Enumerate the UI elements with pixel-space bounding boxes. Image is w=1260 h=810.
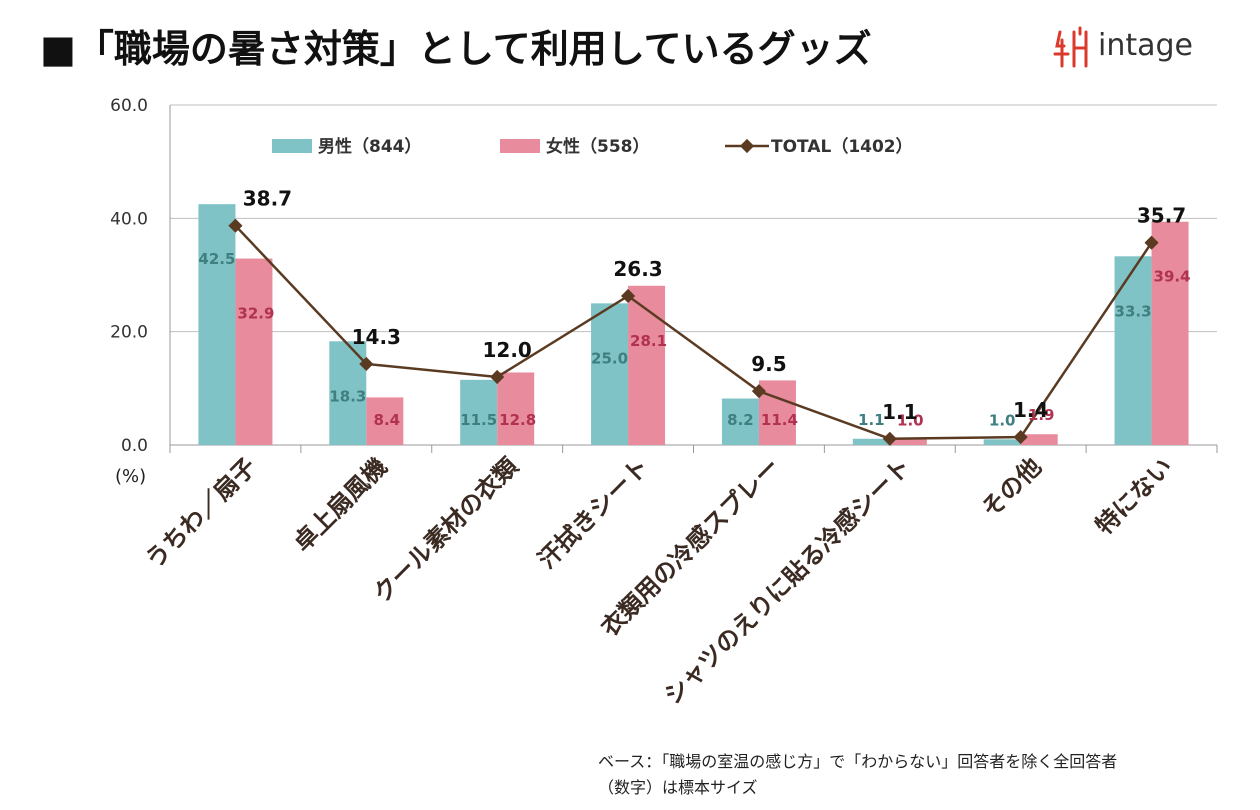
bar-female xyxy=(628,285,666,445)
category-label: うちわ／扇子 xyxy=(140,452,262,574)
label-female: 12.8 xyxy=(499,411,536,429)
label-female: 1.0 xyxy=(897,411,924,429)
category-label: その他 xyxy=(976,452,1047,523)
sample-note: （数字）は標本サイズ xyxy=(598,778,758,797)
total-point xyxy=(1144,235,1159,250)
intage-mark-icon xyxy=(1053,26,1088,68)
bar-male xyxy=(1114,256,1152,445)
y-tick-label: 40.0 xyxy=(110,209,148,229)
category-label: シャツのえりに貼る冷感シート xyxy=(659,452,916,709)
label-female: 32.9 xyxy=(237,305,274,323)
total-point xyxy=(1013,429,1028,445)
y-tick-label: 60.0 xyxy=(110,96,148,116)
total-point xyxy=(882,431,897,446)
label-total: 35.7 xyxy=(1137,204,1186,228)
legend-label: 男性（844） xyxy=(318,136,422,157)
category-label: 卓上扇風機 xyxy=(288,452,393,557)
label-female: 11.4 xyxy=(761,411,798,429)
total-point xyxy=(751,384,767,399)
total-line xyxy=(234,224,1153,441)
label-male: 1.1 xyxy=(858,411,885,429)
label-female: 1.9 xyxy=(1028,406,1055,424)
unit-label: (%) xyxy=(115,466,147,487)
bar-female xyxy=(1151,221,1189,445)
category-label: 特にない xyxy=(1090,452,1178,540)
label-total: 14.3 xyxy=(352,325,401,349)
total-point xyxy=(228,218,243,233)
total-point xyxy=(620,288,636,304)
label-female: 8.4 xyxy=(374,411,401,429)
bar-male xyxy=(721,398,759,445)
total-point xyxy=(490,369,505,385)
bar-female xyxy=(1020,434,1058,445)
bar-female xyxy=(366,397,404,445)
intage-logo: intage xyxy=(1050,24,1220,74)
label-female: 39.4 xyxy=(1154,268,1191,286)
page-title: ■「職場の暑さ対策」として利用しているグッズ xyxy=(40,27,872,71)
legend-swatch xyxy=(272,139,312,153)
bar-male xyxy=(983,439,1021,445)
category-label: クール素材の衣類 xyxy=(368,452,524,608)
label-male: 33.3 xyxy=(1115,302,1152,320)
label-total: 38.7 xyxy=(243,187,292,211)
category-label: 汗拭きシート xyxy=(533,452,655,574)
label-male: 11.5 xyxy=(460,411,497,429)
label-male: 25.0 xyxy=(591,349,628,367)
logo-text: intage xyxy=(1098,28,1193,63)
bar-male xyxy=(852,438,890,445)
bar-male xyxy=(591,303,629,445)
legend-swatch xyxy=(500,139,540,153)
label-female: 28.1 xyxy=(630,332,667,350)
label-male: 1.0 xyxy=(989,411,1016,429)
bar-female xyxy=(497,372,535,445)
label-total: 1.1 xyxy=(882,400,917,424)
label-male: 42.5 xyxy=(198,250,235,268)
bar-male xyxy=(198,204,236,445)
total-point xyxy=(359,356,374,372)
label-total: 1.4 xyxy=(1013,398,1048,422)
legend-label: 女性（558） xyxy=(546,136,650,157)
bar-male xyxy=(460,379,498,445)
label-male: 18.3 xyxy=(329,387,366,405)
legend-swatch-marker xyxy=(739,138,755,154)
bar-female xyxy=(889,439,927,445)
base-note: ベース：「職場の室温の感じ方」で「わからない」回答者を除く全回答者 xyxy=(598,752,1118,771)
label-total: 9.5 xyxy=(751,352,786,376)
y-tick-label: 0.0 xyxy=(121,436,148,456)
label-total: 26.3 xyxy=(613,257,662,281)
bar-female xyxy=(235,258,273,445)
y-tick-label: 20.0 xyxy=(110,323,148,343)
legend-label: TOTAL（1402） xyxy=(771,136,913,157)
label-total: 12.0 xyxy=(483,338,532,362)
label-male: 8.2 xyxy=(727,411,754,429)
